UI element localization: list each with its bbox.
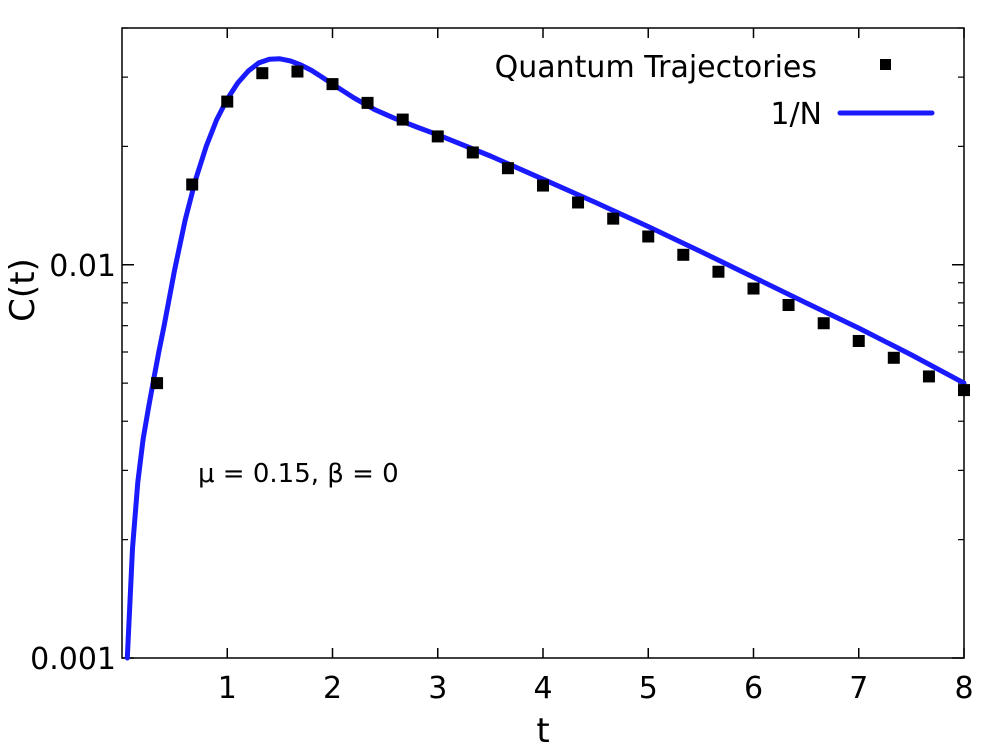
x-tick-label: 3 <box>428 671 447 706</box>
data-point <box>958 384 970 397</box>
data-point <box>712 265 725 278</box>
data-point <box>466 146 479 159</box>
data-point <box>677 248 690 261</box>
x-tick-label: 6 <box>744 671 763 706</box>
data-point <box>747 282 760 295</box>
x-tick-label: 4 <box>533 671 552 706</box>
data-point <box>326 78 339 91</box>
annotation-text: μ = 0.15, β = 0 <box>198 459 399 489</box>
series-markers-quantum-trajectories <box>151 65 970 397</box>
y-axis-title: C(t) <box>3 258 43 322</box>
series-line-1-over-n <box>124 56 967 661</box>
x-tick-label: 7 <box>849 671 868 706</box>
x-axis-title: t <box>536 711 549 747</box>
x-tick-label: 1 <box>218 671 237 706</box>
y-tick-labels: 0.001 0.01 <box>30 249 116 677</box>
data-point <box>291 65 304 78</box>
data-point <box>922 370 935 383</box>
data-point <box>642 230 655 243</box>
plot-frame <box>121 27 965 659</box>
data-point <box>782 299 795 312</box>
y-tick-label: 0.001 <box>30 642 116 677</box>
data-point <box>501 162 514 175</box>
data-point <box>537 179 549 192</box>
x-tick-label: 2 <box>323 671 342 706</box>
data-point <box>256 67 269 80</box>
axis-ticks <box>122 27 965 659</box>
x-tick-labels: 1 2 3 4 5 6 7 8 <box>218 671 974 706</box>
x-tick-label: 5 <box>639 671 658 706</box>
x-tick-label: 8 <box>954 671 973 706</box>
y-tick-label: 0.01 <box>49 249 116 284</box>
legend: Quantum Trajectories 1/N <box>495 50 935 132</box>
data-point <box>572 196 585 209</box>
data-point <box>151 377 164 390</box>
data-point <box>221 95 234 108</box>
data-point <box>607 212 620 225</box>
legend-marker-quantum-trajectories <box>880 59 891 70</box>
data-point <box>361 96 374 109</box>
data-point <box>431 130 444 143</box>
data-point <box>186 178 199 191</box>
legend-label-1-over-n: 1/N <box>770 97 822 132</box>
legend-label-quantum-trajectories: Quantum Trajectories <box>495 50 817 85</box>
data-point <box>396 113 409 126</box>
data-point <box>887 351 900 364</box>
data-point <box>817 317 830 330</box>
data-point <box>852 334 865 347</box>
